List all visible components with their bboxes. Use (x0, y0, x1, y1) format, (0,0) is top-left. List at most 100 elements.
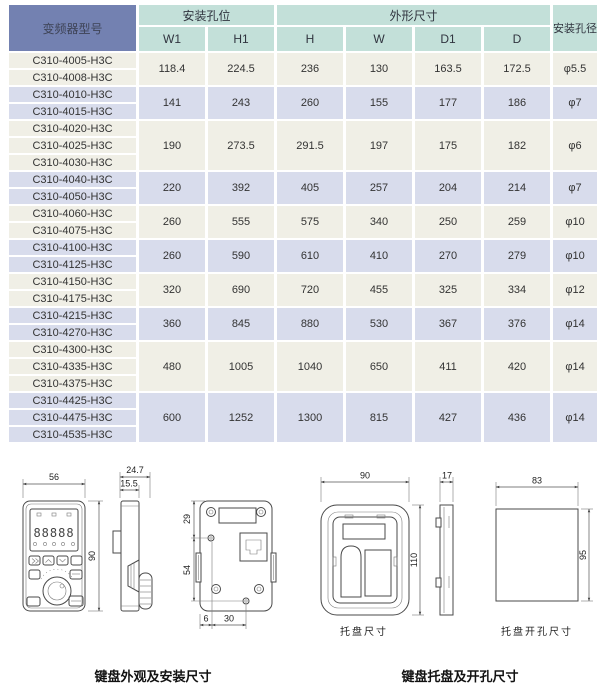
tray-side-view: 17 (435, 471, 454, 616)
value-cell: 270 (415, 240, 481, 272)
spec-row: C310-4215-H3C 360 845 880 530 367 376 φ14 (9, 308, 597, 340)
value-cell: 405 (277, 172, 343, 204)
keypad-back-view: 29 54 6 30 (182, 500, 277, 629)
header-sub-row: W1 H1 H W D1 D (9, 27, 597, 51)
value-cell: 575 (277, 206, 343, 238)
spec-row: C310-4425-H3C 600 1252 1300 815 427 436 φ14 (9, 393, 597, 442)
value-cell: 420 (484, 342, 550, 391)
hole-diameter-cell: φ14 (553, 342, 597, 391)
col-header-w: W (346, 27, 412, 51)
model-cell: C310-4060-H3C (9, 206, 136, 221)
stop-reset-button (68, 595, 84, 607)
col-header-model: 变频器型号 (9, 5, 136, 51)
value-cell: 214 (484, 172, 550, 204)
tray-keyhole-slot (340, 545, 362, 598)
value-cell: 175 (415, 121, 481, 170)
col-header-d1: D1 (415, 27, 481, 51)
value-cell: 1005 (208, 342, 274, 391)
tray-front-view: 90 110 托盘尺寸 (320, 471, 424, 638)
spec-row: C310-4008-H3C (9, 70, 597, 85)
value-cell: 204 (415, 172, 481, 204)
model-cell: C310-4300-H3C (9, 342, 136, 357)
value-cell: 220 (139, 172, 205, 204)
value-cell: 186 (484, 87, 550, 119)
value-cell: 243 (208, 87, 274, 119)
col-header-outline-dims: 外形尺寸 (277, 5, 550, 25)
col-header-mounting-holes: 安装孔位 (139, 5, 274, 25)
value-cell: 325 (415, 274, 481, 306)
col-header-w1: W1 (139, 27, 205, 51)
value-cell: 182 (484, 121, 550, 170)
spec-row: C310-4175-H3C (9, 291, 597, 306)
value-cell: 260 (277, 87, 343, 119)
model-cell: C310-4535-H3C (9, 427, 136, 442)
spec-table-body: C310-4005-H3C 118.4 224.5 236 130 163.5 172.5 φ… (9, 53, 597, 442)
spec-row: C310-4075-H3C (9, 223, 597, 238)
dim-cutout-height: 95 (578, 550, 588, 560)
value-cell: 880 (277, 308, 343, 340)
value-cell: 690 (208, 274, 274, 306)
value-cell: 334 (484, 274, 550, 306)
spec-row: C310-4535-H3C (9, 427, 597, 442)
spec-row: C310-4050-H3C (9, 189, 597, 204)
value-cell: 1300 (277, 393, 343, 442)
model-cell: C310-4125-H3C (9, 257, 136, 272)
value-cell: 155 (346, 87, 412, 119)
header-group-row: 变频器型号 安装孔位 外形尺寸 安装孔径 (9, 5, 597, 51)
model-cell: C310-4030-H3C (9, 155, 136, 170)
value-cell: 600 (139, 393, 205, 442)
technical-drawings: 56 90 88888 (22, 465, 593, 638)
model-cell: C310-4335-H3C (9, 359, 136, 374)
value-cell: 367 (415, 308, 481, 340)
keypad-front-view: 56 90 88888 (22, 472, 103, 612)
value-cell: 392 (208, 172, 274, 204)
spec-row: C310-4015-H3C (9, 104, 597, 119)
model-cell: C310-4008-H3C (9, 70, 136, 85)
mode-button (28, 569, 41, 580)
value-cell: 436 (484, 393, 550, 442)
display-panel (29, 508, 79, 552)
dim-back-hole-spacing: 54 (182, 565, 192, 575)
value-cell: 455 (346, 274, 412, 306)
col-header-h1: H1 (208, 27, 274, 51)
value-cell: 410 (346, 240, 412, 272)
dim-side-total-depth: 24.7 (126, 465, 144, 475)
tray-view-label: 托盘尺寸 (340, 625, 388, 638)
col-header-hole-diameter: 安装孔径 (553, 5, 597, 51)
value-cell: 555 (208, 206, 274, 238)
hole-diameter-cell: φ7 (553, 87, 597, 119)
spec-row: C310-4010-H3C 141 243 260 155 177 186 φ7 (9, 87, 597, 119)
value-cell: 259 (484, 206, 550, 238)
spec-row: C310-4375-H3C (9, 376, 597, 391)
hole-diameter-cell: φ6 (553, 121, 597, 170)
value-cell: 260 (139, 206, 205, 238)
model-cell: C310-4375-H3C (9, 376, 136, 391)
rotary-knob (42, 576, 72, 606)
back-slot (218, 507, 257, 524)
spec-row: C310-4030-H3C (9, 155, 597, 170)
spec-row: C310-4040-H3C 220 392 405 257 204 214 φ7 (9, 172, 597, 204)
value-cell: 177 (415, 87, 481, 119)
dim-side-body-depth: 15.5 (120, 479, 138, 489)
value-cell: 260 (139, 240, 205, 272)
spec-row: C310-4335-H3C (9, 359, 597, 374)
keypad-side-view: 24.7 15.5 (112, 465, 153, 612)
model-cell: C310-4270-H3C (9, 325, 136, 340)
value-cell: 250 (415, 206, 481, 238)
value-cell: 720 (277, 274, 343, 306)
value-cell: 480 (139, 342, 205, 391)
dim-tray-height: 110 (409, 553, 419, 567)
model-cell: C310-4010-H3C (9, 87, 136, 102)
dim-keypad-width: 56 (49, 472, 59, 482)
col-header-d: D (484, 27, 550, 51)
spec-row: C310-4270-H3C (9, 325, 597, 340)
spec-row: C310-4060-H3C 260 555 575 340 250 259 φ10 (9, 206, 597, 238)
value-cell: 650 (346, 342, 412, 391)
dim-back-bottom-spacing: 30 (224, 614, 234, 624)
dim-keypad-height: 90 (87, 551, 97, 561)
model-cell: C310-4050-H3C (9, 189, 136, 204)
value-cell: 360 (139, 308, 205, 340)
spec-row: C310-4150-H3C 320 690 720 455 325 334 φ12 (9, 274, 597, 306)
value-cell: 340 (346, 206, 412, 238)
